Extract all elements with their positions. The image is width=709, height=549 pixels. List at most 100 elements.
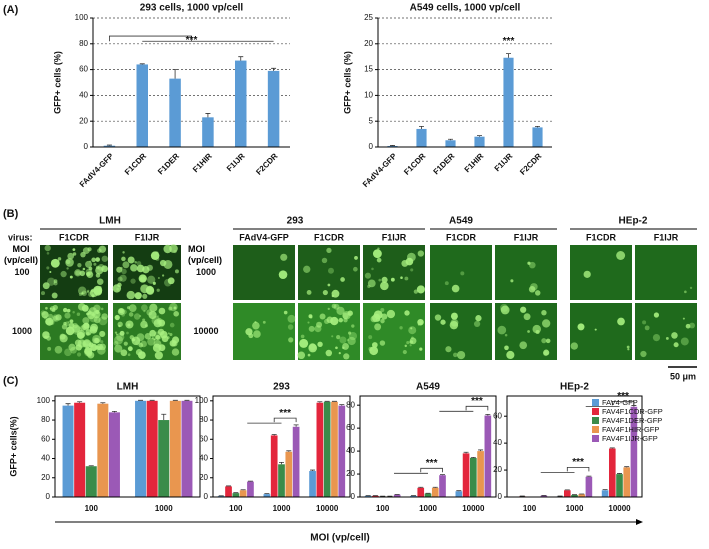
cell-blob bbox=[63, 321, 67, 326]
cell-blob bbox=[95, 273, 101, 278]
cell-blob bbox=[340, 277, 345, 282]
y-tick-label: 100 bbox=[75, 13, 89, 22]
cell-blob bbox=[317, 341, 323, 347]
bar bbox=[416, 128, 427, 147]
cell-blob bbox=[148, 310, 157, 320]
column-label: F1CDR bbox=[59, 232, 90, 242]
cell-blob bbox=[652, 333, 661, 342]
cell-blob bbox=[125, 320, 134, 329]
cell-blob bbox=[379, 340, 386, 346]
bar bbox=[323, 401, 331, 497]
cell-blob bbox=[278, 270, 288, 279]
cell-blob bbox=[626, 345, 630, 349]
y-tick-label: 0 bbox=[204, 492, 209, 501]
cell-blob bbox=[101, 255, 108, 262]
cell-blob bbox=[121, 312, 125, 317]
bar bbox=[97, 403, 109, 497]
chart-title: LMH bbox=[117, 382, 139, 393]
error-bar bbox=[419, 125, 424, 129]
error-bar bbox=[478, 449, 484, 452]
significance: *** bbox=[503, 36, 515, 47]
cell-blob bbox=[434, 314, 442, 321]
cell-blob bbox=[684, 290, 687, 294]
cell-blob bbox=[114, 335, 123, 345]
cell-blob bbox=[376, 257, 382, 263]
cell-blob bbox=[617, 317, 625, 326]
y-tick-label: 60 bbox=[346, 423, 355, 432]
cell-blob bbox=[307, 353, 311, 357]
x-tick-label: F1IJR bbox=[493, 151, 515, 173]
bar bbox=[571, 494, 578, 497]
cell-blob bbox=[527, 330, 530, 333]
cell-blob bbox=[134, 292, 142, 300]
y-tick-label: 80 bbox=[79, 39, 88, 48]
cell-blob bbox=[411, 336, 414, 340]
cell-blob bbox=[475, 315, 482, 322]
cell-blob bbox=[510, 279, 514, 283]
cell-blob bbox=[153, 319, 162, 328]
cell-blob bbox=[69, 319, 74, 324]
cell-blob bbox=[682, 317, 685, 320]
cell-blob bbox=[348, 331, 352, 335]
bar bbox=[616, 474, 623, 497]
cell-blob bbox=[145, 285, 155, 295]
x-tick-label: 100 bbox=[229, 504, 243, 513]
cell-blob bbox=[353, 266, 358, 272]
bar bbox=[270, 435, 278, 497]
cell-blob bbox=[116, 266, 123, 273]
cell-blob bbox=[327, 283, 331, 287]
cell-blob bbox=[53, 279, 58, 283]
cell-blob bbox=[67, 321, 70, 324]
error-bar bbox=[456, 490, 462, 492]
cell-blob bbox=[147, 337, 156, 346]
bracket bbox=[439, 405, 489, 412]
cell-blob bbox=[166, 336, 170, 339]
cell-blob bbox=[530, 283, 538, 291]
cell-blob bbox=[134, 260, 137, 264]
x-axis-label: MOI (vp/cell) bbox=[310, 533, 369, 544]
cell-blob bbox=[118, 324, 121, 328]
cell-blob bbox=[96, 346, 106, 355]
cell-blob bbox=[354, 256, 358, 260]
column-label: F1CDR bbox=[586, 232, 617, 242]
cell-blob bbox=[280, 253, 288, 261]
y-tick-label: 20 bbox=[41, 473, 50, 482]
cell-blob bbox=[368, 335, 373, 340]
cell-blob bbox=[95, 257, 100, 262]
axes bbox=[92, 18, 290, 148]
x-tick-label: F1DER bbox=[431, 151, 456, 176]
cell-blob bbox=[543, 349, 550, 356]
bar bbox=[623, 467, 630, 497]
bar bbox=[108, 412, 120, 497]
y-tick-label: 0 bbox=[351, 492, 356, 501]
panel-label: (B) bbox=[3, 208, 19, 220]
cell-blob bbox=[410, 327, 413, 330]
cell-blob bbox=[440, 319, 446, 325]
cell-blob bbox=[169, 244, 178, 253]
x-tick-label: 100 bbox=[376, 504, 390, 513]
cell-blob bbox=[308, 343, 317, 351]
cell-blob bbox=[689, 322, 695, 329]
cell-blob bbox=[173, 306, 177, 310]
cell-blob bbox=[417, 323, 420, 326]
y-tick-label: 10 bbox=[364, 91, 373, 100]
y-tick-label: 40 bbox=[79, 91, 88, 100]
cell-blob bbox=[123, 341, 128, 346]
x-tick-label: 1000 bbox=[273, 504, 291, 513]
cell-blob bbox=[529, 261, 536, 269]
cell-blob bbox=[52, 315, 58, 321]
y-tick-label: 80 bbox=[346, 400, 355, 409]
cell-blob bbox=[474, 320, 481, 328]
y-tick-label: 100 bbox=[37, 396, 51, 405]
cell-blob bbox=[46, 266, 50, 270]
error-bar bbox=[535, 125, 540, 128]
cell-blob bbox=[54, 345, 63, 354]
cell-blob bbox=[375, 317, 381, 322]
cell-blob bbox=[523, 313, 531, 321]
cell-blob bbox=[444, 281, 449, 286]
cell-blob bbox=[445, 346, 452, 353]
cell-blob bbox=[119, 330, 125, 336]
cell-blob bbox=[126, 290, 136, 300]
cell-blob bbox=[93, 262, 97, 266]
error-bar bbox=[609, 447, 615, 449]
